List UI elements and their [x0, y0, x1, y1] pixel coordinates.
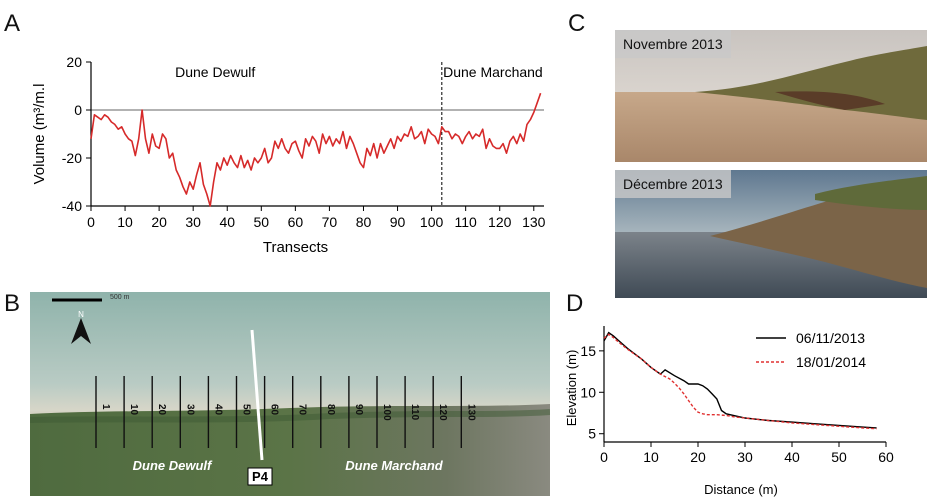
x-tick-label: 10: [643, 449, 659, 465]
x-tick-label: 20: [690, 449, 706, 465]
x-tick-label: 10: [117, 214, 133, 230]
panel-letter-a: A: [4, 10, 21, 37]
elevation-chart: 5 10 15 0 10 20 30 40 50 60 Distance (m) Elevation …: [564, 326, 894, 497]
transect-label: 130: [465, 404, 476, 421]
x-axis-label: Distance (m): [704, 482, 778, 497]
transect-label: 70: [297, 404, 308, 416]
volume-series-line: [90, 92, 542, 207]
profile-p4-box: [247, 467, 273, 486]
x-tick-label: 20: [151, 214, 167, 230]
photo-label-december: Décembre 2013: [615, 170, 731, 198]
x-tick-label: 40: [219, 214, 235, 230]
y-tick-label: 15: [580, 343, 596, 359]
beach-photo-december: [615, 170, 927, 298]
panel-letter-b: B: [4, 290, 21, 317]
x-tick-label: 30: [737, 449, 753, 465]
x-tick-label: 130: [522, 214, 546, 230]
legend-label-2: 18/01/2014: [796, 354, 866, 370]
profile-p4-label: P4: [252, 469, 269, 484]
x-tick-label: 60: [288, 214, 304, 230]
legend-label-1: 06/11/2013: [796, 330, 865, 346]
transect-label: 30: [184, 404, 195, 416]
transect-label: 50: [241, 404, 252, 416]
panel-letter-c: C: [568, 10, 586, 37]
y-tick-label: 5: [588, 426, 596, 442]
transect-label: 1: [100, 404, 111, 410]
scale-bar-label: 500 m: [110, 294, 130, 301]
transect-label: 110: [409, 404, 420, 421]
y-tick-label: -40: [62, 198, 82, 214]
transect-label: 120: [437, 404, 448, 421]
photo-december-2013: Décembre 2013: [615, 170, 927, 298]
transect-label: 90: [353, 404, 364, 416]
aerial-map: 500 mN1 10 20 30 40 50 60 70 80 90 100 110 120 130P4D…: [30, 292, 550, 496]
x-tick-label: 0: [600, 449, 608, 465]
series-line-2: [603, 333, 877, 430]
profile-p4-line: [250, 329, 264, 461]
x-tick-label: 70: [322, 214, 338, 230]
y-tick-label: 0: [74, 102, 82, 118]
photo-label-november: Novembre 2013: [615, 30, 731, 58]
x-tick-label: 30: [185, 214, 201, 230]
x-axis-label: Transects: [263, 239, 328, 256]
north-label: N: [78, 310, 84, 319]
annotation-dune-marchand: Dune Marchand: [443, 64, 543, 80]
transect-label: 80: [325, 404, 336, 416]
y-axis-label: Elevation (m): [564, 350, 579, 427]
y-axis-label: Volume (m³/m.l: [31, 84, 48, 185]
x-tick-label: 50: [831, 449, 847, 465]
volume-chart: -40 -20 0 20 0 10 20 30 40 50 60 70 80 90 100 110 120 130…: [31, 54, 546, 256]
transect-label: 20: [156, 404, 167, 416]
transect-label: 100: [381, 404, 392, 421]
panel-letter-d: D: [566, 290, 584, 317]
photo-november-2013: Novembre 2013: [615, 30, 927, 162]
x-tick-label: 110: [454, 214, 477, 230]
zone-label-dewulf: Dune Dewulf: [133, 458, 213, 473]
transect-label: 10: [128, 404, 139, 416]
y-tick-label: 10: [580, 384, 596, 400]
y-tick-label: 20: [66, 54, 82, 70]
north-arrow-icon: [71, 318, 91, 344]
annotation-dune-dewulf: Dune Dewulf: [175, 64, 255, 80]
series-line-1: [603, 331, 877, 429]
zone-label-marchand: Dune Marchand: [345, 458, 444, 473]
x-tick-label: 90: [390, 214, 406, 230]
x-tick-label: 0: [87, 214, 95, 230]
x-tick-label: 100: [420, 214, 444, 230]
x-tick-label: 50: [254, 214, 270, 230]
x-tick-label: 40: [784, 449, 800, 465]
transect-label: 60: [269, 404, 280, 416]
y-tick-label: -20: [62, 150, 82, 166]
x-tick-label: 120: [488, 214, 512, 230]
x-tick-label: 60: [878, 449, 894, 465]
x-tick-label: 80: [356, 214, 372, 230]
transect-label: 40: [212, 404, 223, 416]
